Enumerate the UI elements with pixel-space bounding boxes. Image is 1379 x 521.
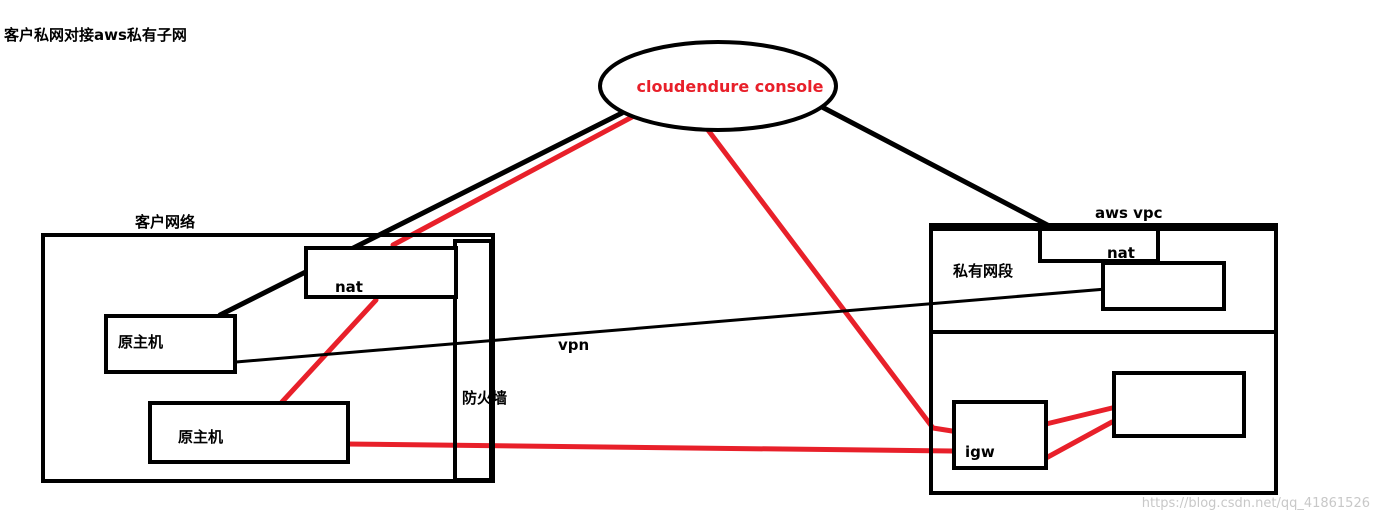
watermark: https://blog.csdn.net/qq_41861526 [1142,496,1370,511]
vpn-line [234,285,1132,364]
vpn-label: vpn [558,336,589,354]
igw-box [952,400,1048,470]
private-segment-label: 私有网段 [952,262,1013,280]
line-console-to-host1 [217,110,625,318]
firewall-box [453,239,493,482]
host2-box [148,401,350,464]
customer-network-label: 客户网络 [134,213,195,231]
line-host2-to-igw [343,441,955,454]
line-igw-to-instance-2 [1043,419,1115,461]
customer-nat-label: nat [335,278,363,296]
aws-nat-label: nat [1107,244,1135,262]
host1-label: 原主机 [118,333,163,351]
firewall-label: 防火墙 [462,389,507,407]
console-node [598,40,838,132]
aws-nat-box [1101,261,1226,311]
aws-vpc-label: aws vpc [1095,204,1163,222]
host1-box [104,314,237,374]
aws-instance-box [1112,371,1246,438]
line-console-to-igw-end [930,425,955,434]
customer-nat-box [304,246,458,299]
igw-label: igw [965,443,995,461]
aws-nat-tab [1038,227,1160,263]
line-console-to-customer-nat [390,114,635,248]
line-nat-to-host2 [279,297,379,405]
line-igw-to-instance-1 [1043,405,1115,427]
console-label: cloudendure console [637,77,824,96]
line-console-to-igw [705,127,936,431]
host2-label: 原主机 [178,428,223,446]
diagram-title: 客户私网对接aws私有子网 [3,26,187,44]
